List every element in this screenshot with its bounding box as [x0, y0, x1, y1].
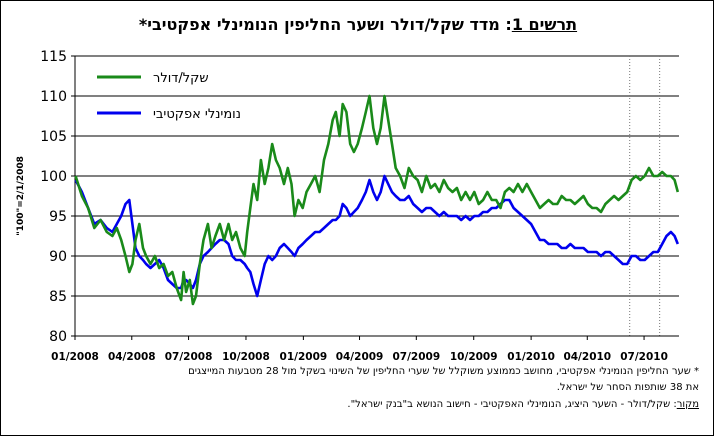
y-tick-label: 95 — [49, 209, 67, 225]
x-tick-label: 10/2008 — [222, 351, 270, 363]
x-tick-label: 04/2008 — [108, 351, 156, 363]
y-tick-label: 85 — [49, 289, 67, 305]
x-tick-label: 01/2008 — [51, 351, 99, 363]
y-tick-label: 115 — [40, 49, 67, 65]
x-tick-label: 10/2009 — [450, 351, 498, 363]
chart-title-label: תרשים 1 — [511, 15, 578, 34]
source-note: מקור: שקל/דולר - השער היציג, הנומינלי הא… — [9, 398, 699, 411]
y-tick-label: 105 — [40, 129, 67, 145]
y-tick-label: 80 — [49, 329, 67, 345]
x-tick-label: 07/2009 — [392, 351, 440, 363]
x-tick-label: 07/2008 — [165, 351, 213, 363]
source-text: : שקל/דולר - השער היציג, הנומינלי האפקטי… — [347, 399, 677, 410]
chart-title: תרשים 1: מדד שקל/דולר ושער החליפין הנומי… — [1, 15, 715, 34]
x-tick-label: 01/2009 — [280, 351, 328, 363]
footnote-line-1: * שער החליפין הנומינלי אפקטיבי, מחושב כמ… — [188, 366, 699, 377]
source-label: מקור — [676, 399, 699, 410]
legend-label-1: נומינלי אפקטיבי — [153, 107, 241, 122]
footnote-line-2: את 38 שותפות הסחר של ישראל. — [556, 382, 699, 393]
x-tick-label: 07/2010 — [620, 351, 668, 363]
series-line-shekel-dollar — [74, 94, 680, 306]
y-axis-label: "100"=2/1/2008 — [16, 156, 26, 236]
x-tick-label: 01/2010 — [507, 351, 555, 363]
chart-title-text: : מדד שקל/דולר ושער החליפין הנומינלי אפק… — [138, 15, 512, 34]
x-tick-label: 04/2010 — [563, 351, 611, 363]
y-tick-label: 90 — [49, 249, 67, 265]
y-tick-label: 110 — [40, 89, 67, 105]
x-tick-label: 04/2009 — [336, 351, 384, 363]
legend-label-0: שקל/דולר — [153, 71, 209, 86]
y-tick-label: 100 — [40, 169, 67, 185]
series-line-nominal-effective — [74, 174, 680, 298]
